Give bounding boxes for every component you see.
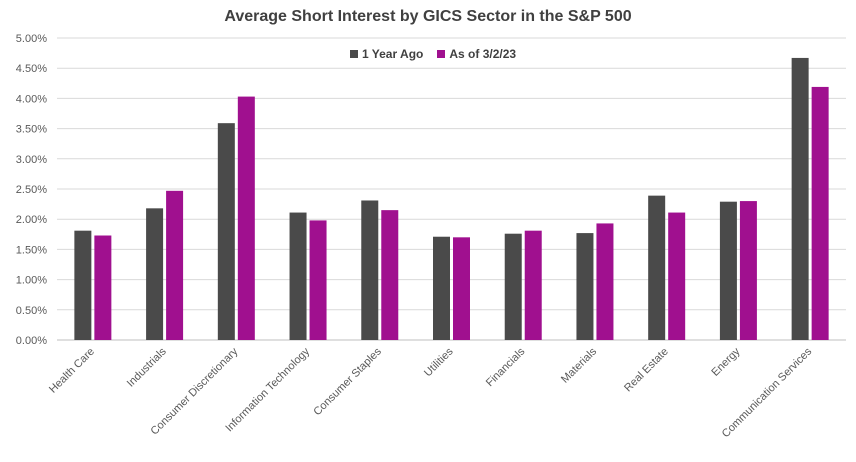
bar-year-ago [504,233,522,340]
bar-current [381,210,399,340]
legend-swatch-series-1 [350,50,358,58]
bar-current [524,230,542,340]
y-tick-label: 5.00% [16,33,47,45]
legend-item-series-2: As of 3/2/23 [437,47,516,61]
bar-current [668,212,686,340]
bar-year-ago [361,200,379,340]
y-tick-label: 0.50% [16,305,47,317]
y-tick-label: 4.00% [16,93,47,105]
x-tick-label: Materials [559,345,599,385]
bar-year-ago [289,212,307,340]
bar-current [166,190,184,340]
y-tick-label: 3.50% [16,124,47,136]
y-tick-label: 2.50% [16,184,47,196]
bar-year-ago [217,123,235,340]
bar-year-ago [719,201,737,340]
bar-current [739,201,757,340]
bar-current [811,86,829,340]
bar-year-ago [791,57,809,340]
chart-title: Average Short Interest by GICS Sector in… [224,8,632,25]
legend: 1 Year Ago As of 3/2/23 [350,47,516,61]
x-tick-label: Utilities [422,345,456,379]
bar-year-ago [433,236,450,340]
bar-current [596,223,614,340]
legend-item-series-1: 1 Year Ago [350,47,423,61]
bar-current [309,220,327,340]
x-tick-label: Energy [709,345,742,378]
bar-current [94,235,112,340]
y-tick-label: 1.50% [16,244,47,256]
legend-swatch-series-2 [437,50,446,58]
bar-current [237,96,255,340]
y-tick-label: 2.00% [16,214,47,226]
legend-label-series-1: 1 Year Ago [362,47,424,61]
x-tick-label: Financials [484,345,528,389]
x-tick-label: Industrials [125,345,169,389]
bar-year-ago [576,233,594,340]
x-tick-label: Consumer Staples [311,345,384,418]
y-tick-label: 3.00% [16,154,47,166]
bar-current [453,237,470,340]
bar-year-ago [146,208,164,340]
y-tick-label: 0.00% [16,335,47,347]
y-tick-label: 1.00% [16,275,47,287]
legend-label-series-2: As of 3/2/23 [449,47,517,61]
x-tick-label: Real Estate [622,346,671,395]
x-tick-label: Health Care [47,346,97,396]
y-tick-label: 4.50% [16,63,47,75]
bar-year-ago [74,230,92,340]
x-tick-label: Information Technology [223,345,312,434]
bar-year-ago [648,195,666,340]
